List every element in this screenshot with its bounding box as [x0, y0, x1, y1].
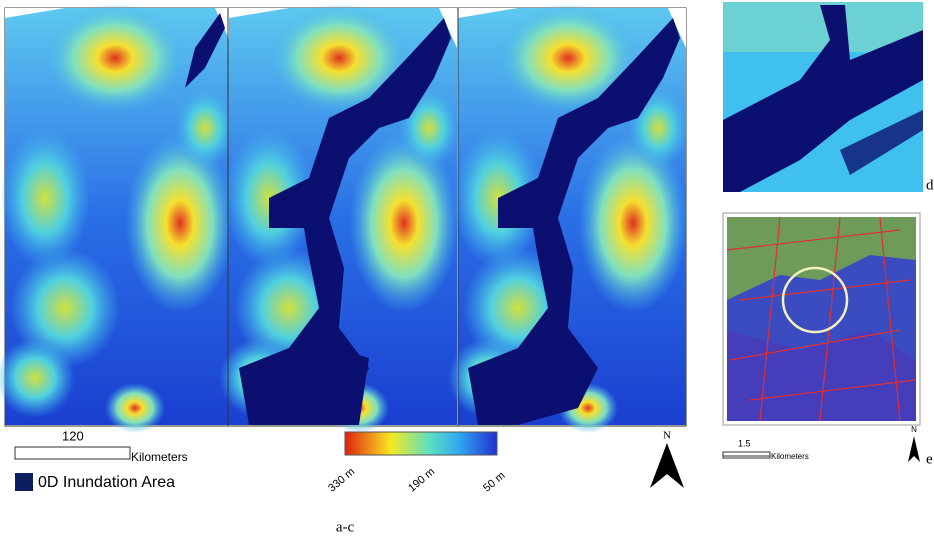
map-panels: [0, 3, 688, 433]
map-b: [219, 3, 459, 433]
scale-unit: Kilometers: [771, 452, 809, 461]
legend: 0D Inundation Area: [15, 473, 175, 491]
main-scale: 120 Kilometers: [14, 428, 188, 464]
north-label: N: [663, 430, 671, 442]
north-arrow: [908, 436, 920, 462]
legend-swatch: [15, 473, 33, 491]
map-c: [448, 3, 688, 433]
map-a: [0, 3, 235, 433]
colorbar: 330 m 190 m 50 m: [326, 431, 508, 495]
panel-label: d: [926, 177, 934, 193]
colorbar-label: 330 m: [326, 466, 357, 495]
legend-label: 0D Inundation Area: [38, 474, 175, 491]
colorbar-label: 190 m: [406, 466, 437, 495]
north-main: N: [650, 430, 684, 488]
panel-label: e: [926, 451, 933, 467]
colorbar-label: 50 m: [481, 470, 507, 495]
inset-d: d: [723, 2, 934, 193]
scale-distance: 120: [62, 428, 84, 443]
panel-label: a-c: [336, 519, 355, 535]
inset-e: 1.5 Kilometers N e: [722, 212, 933, 467]
north-arrow: [650, 443, 684, 488]
north-label: N: [911, 425, 917, 434]
scale-unit: Kilometers: [131, 450, 188, 464]
scale-distance: 1.5: [738, 438, 751, 448]
